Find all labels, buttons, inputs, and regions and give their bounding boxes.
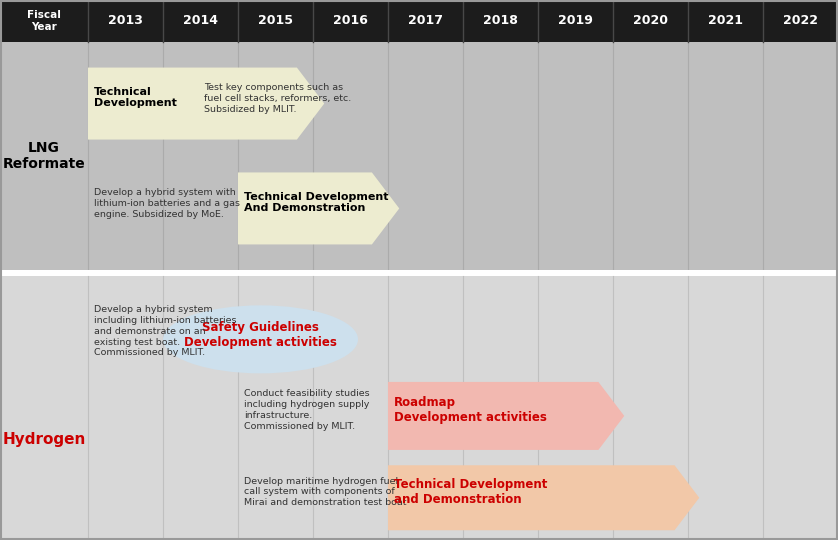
Text: Fiscal
Year: Fiscal Year bbox=[27, 10, 61, 32]
Polygon shape bbox=[388, 382, 624, 450]
Text: 2022: 2022 bbox=[783, 15, 818, 28]
Text: Develop maritime hydrogen fuel
call system with components of
Mirai and demonstr: Develop maritime hydrogen fuel call syst… bbox=[244, 476, 406, 507]
Text: Roadmap
Development activities: Roadmap Development activities bbox=[394, 396, 547, 424]
Bar bbox=[0, 0, 838, 42]
Text: Technical
Development: Technical Development bbox=[94, 87, 177, 109]
Text: Develop a hybrid system with
lithium-ion batteries and a gas
engine. Subsidized : Develop a hybrid system with lithium-ion… bbox=[94, 188, 240, 219]
Bar bbox=[0, 42, 838, 270]
Text: 2018: 2018 bbox=[483, 15, 518, 28]
Bar bbox=[0, 276, 838, 540]
Text: Technical Development
and Demonstration: Technical Development and Demonstration bbox=[394, 478, 547, 506]
Bar bbox=[0, 270, 838, 276]
Text: 2020: 2020 bbox=[633, 15, 668, 28]
Text: 2016: 2016 bbox=[333, 15, 368, 28]
Polygon shape bbox=[238, 172, 399, 245]
Polygon shape bbox=[88, 68, 324, 139]
Text: 2013: 2013 bbox=[108, 15, 143, 28]
Text: Develop a hybrid system
including lithium-ion batteries
and demonstrate on an
ex: Develop a hybrid system including lithiu… bbox=[94, 305, 236, 357]
Text: 2015: 2015 bbox=[258, 15, 293, 28]
Text: 2017: 2017 bbox=[408, 15, 443, 28]
Ellipse shape bbox=[163, 305, 358, 373]
Text: Safety Guidelines
Development activities: Safety Guidelines Development activities bbox=[184, 321, 337, 349]
Text: 2019: 2019 bbox=[558, 15, 593, 28]
Text: 2021: 2021 bbox=[708, 15, 743, 28]
Text: Test key components such as
fuel cell stacks, reformers, etc.
Subsidized by MLIT: Test key components such as fuel cell st… bbox=[204, 83, 351, 114]
Text: Hydrogen: Hydrogen bbox=[3, 432, 85, 447]
Text: Technical Development
And Demonstration: Technical Development And Demonstration bbox=[244, 192, 389, 213]
Text: LNG
Reformate: LNG Reformate bbox=[3, 141, 85, 171]
Text: Conduct feasibility studies
including hydrogen supply
infrastructure.
Commission: Conduct feasibility studies including hy… bbox=[244, 389, 370, 430]
Polygon shape bbox=[388, 465, 699, 530]
Text: 2014: 2014 bbox=[183, 15, 218, 28]
